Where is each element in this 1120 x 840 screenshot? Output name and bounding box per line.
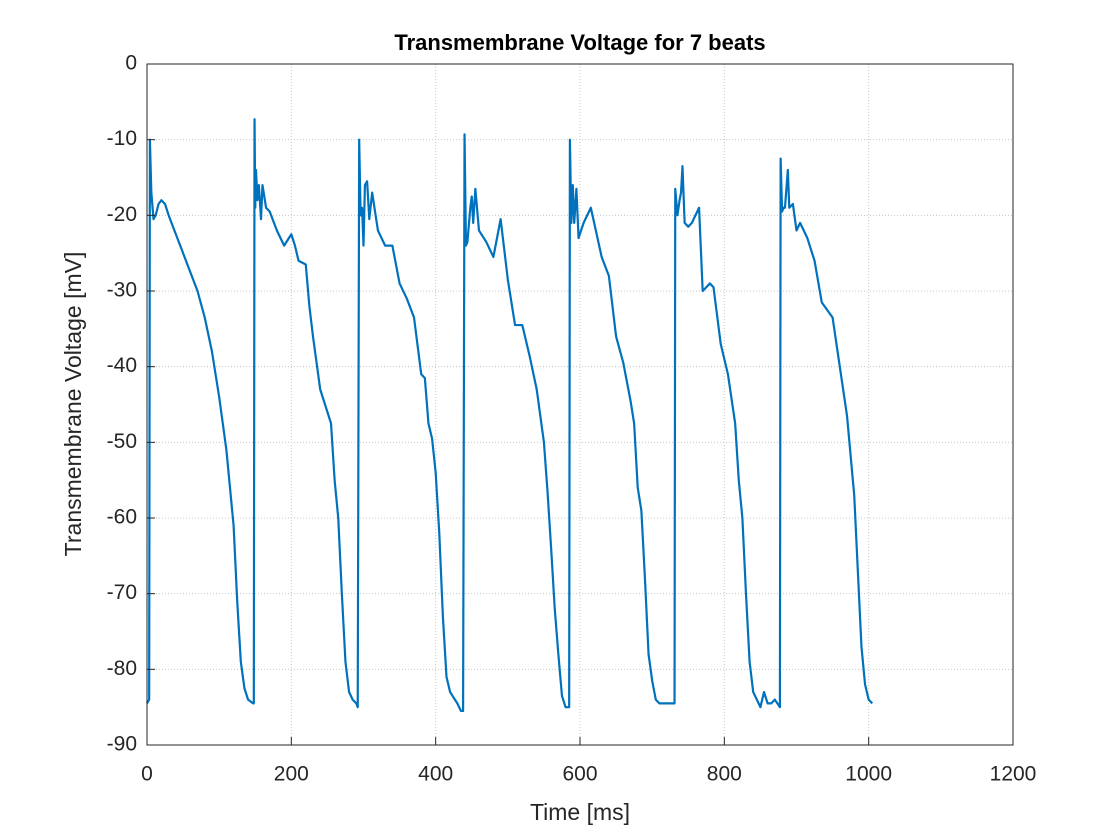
x-tick-label: 0 xyxy=(141,763,153,786)
data-line xyxy=(146,118,874,713)
y-tick-label: -50 xyxy=(107,430,137,453)
y-tick-label: -70 xyxy=(107,581,137,604)
y-tick-label: -60 xyxy=(107,506,137,529)
y-tick-label: -80 xyxy=(107,657,137,680)
y-tick-label: -40 xyxy=(107,354,137,377)
x-tick-label: 1000 xyxy=(845,763,892,786)
x-tick-label: 400 xyxy=(418,763,453,786)
x-tick-label: 600 xyxy=(562,763,597,786)
y-tick-label: 0 xyxy=(125,52,137,75)
y-axis-label: Transmembrane Voltage [mV] xyxy=(60,252,86,557)
y-tick-label: -30 xyxy=(107,279,137,302)
y-tick-label: -20 xyxy=(107,203,137,226)
y-tick-label: -10 xyxy=(107,127,137,150)
x-tick-label: 200 xyxy=(274,763,309,786)
y-tick-label: -90 xyxy=(107,733,137,756)
x-tick-label: 800 xyxy=(707,763,742,786)
chart-title: Transmembrane Voltage for 7 beats xyxy=(394,30,765,55)
x-axis-label: Time [ms] xyxy=(530,799,630,825)
x-tick-label: 1200 xyxy=(990,763,1037,786)
